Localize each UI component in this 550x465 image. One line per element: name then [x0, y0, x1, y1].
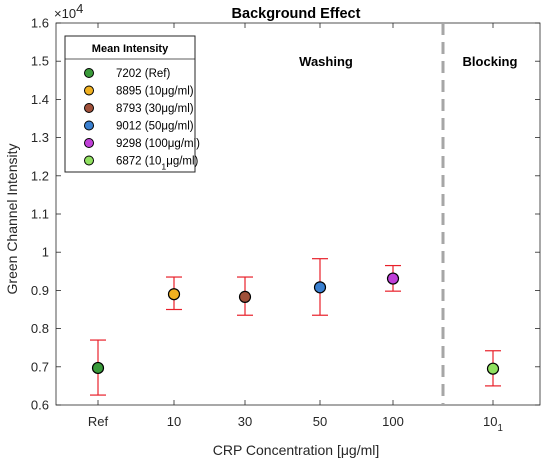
legend-entry-label: 9298 (100μg/ml): [116, 138, 200, 150]
legend-entry-label: 7202 (Ref): [116, 68, 171, 80]
y-tick-label: 1.5: [31, 54, 49, 69]
data-point: [313, 281, 327, 294]
y-tick-label: 0.8: [31, 321, 49, 336]
region-label-blocking: Blocking: [463, 54, 518, 69]
data-point: [386, 272, 400, 285]
x-tick-label: 100: [382, 414, 404, 429]
data-point: [238, 290, 252, 303]
legend-marker: [84, 155, 94, 166]
y-tick-label: 1.4: [31, 92, 49, 107]
y-tick-label: 1: [42, 245, 49, 260]
data-point: [486, 362, 500, 375]
x-tick-label: 50: [313, 414, 327, 429]
legend-marker: [84, 138, 94, 148]
x-tick-label: 10: [167, 414, 181, 429]
y-tick-label: 0.9: [31, 283, 49, 298]
region-label-washing: Washing: [299, 54, 353, 69]
y-tick-label: 1.6: [31, 16, 49, 31]
x-axis-label: CRP Concentration [μg/ml]: [213, 442, 380, 458]
y-axis-exponent: ×104: [54, 1, 83, 21]
legend-marker: [84, 103, 94, 113]
y-axis-label: Green Channel Intensity: [4, 144, 20, 295]
data-point: [91, 361, 105, 375]
y-tick-label: 0.7: [31, 359, 49, 374]
y-tick-label: 1.2: [31, 168, 49, 183]
legend-marker: [84, 120, 94, 131]
x-tick-label: 101: [483, 414, 503, 434]
y-tick-label: 1.1: [31, 207, 49, 222]
legend-title: Mean Intensity: [92, 43, 169, 55]
legend-entry-label: 9012 (50μg/ml): [116, 121, 194, 133]
legend-entry-label: 8793 (30μg/ml): [116, 103, 194, 115]
legend-entry-label: 6872 (101μg/ml): [116, 156, 199, 172]
legend-marker: [84, 85, 94, 96]
data-point: [167, 288, 181, 301]
x-tick-label: Ref: [88, 414, 109, 429]
legend-marker: [84, 68, 94, 78]
y-tick-label: 1.3: [31, 130, 49, 145]
legend-entry-label: 8895 (10μg/ml): [116, 86, 194, 98]
y-tick-label: 0.6: [31, 398, 49, 413]
chart-title: Background Effect: [232, 6, 361, 22]
x-tick-label: 30: [238, 414, 252, 429]
